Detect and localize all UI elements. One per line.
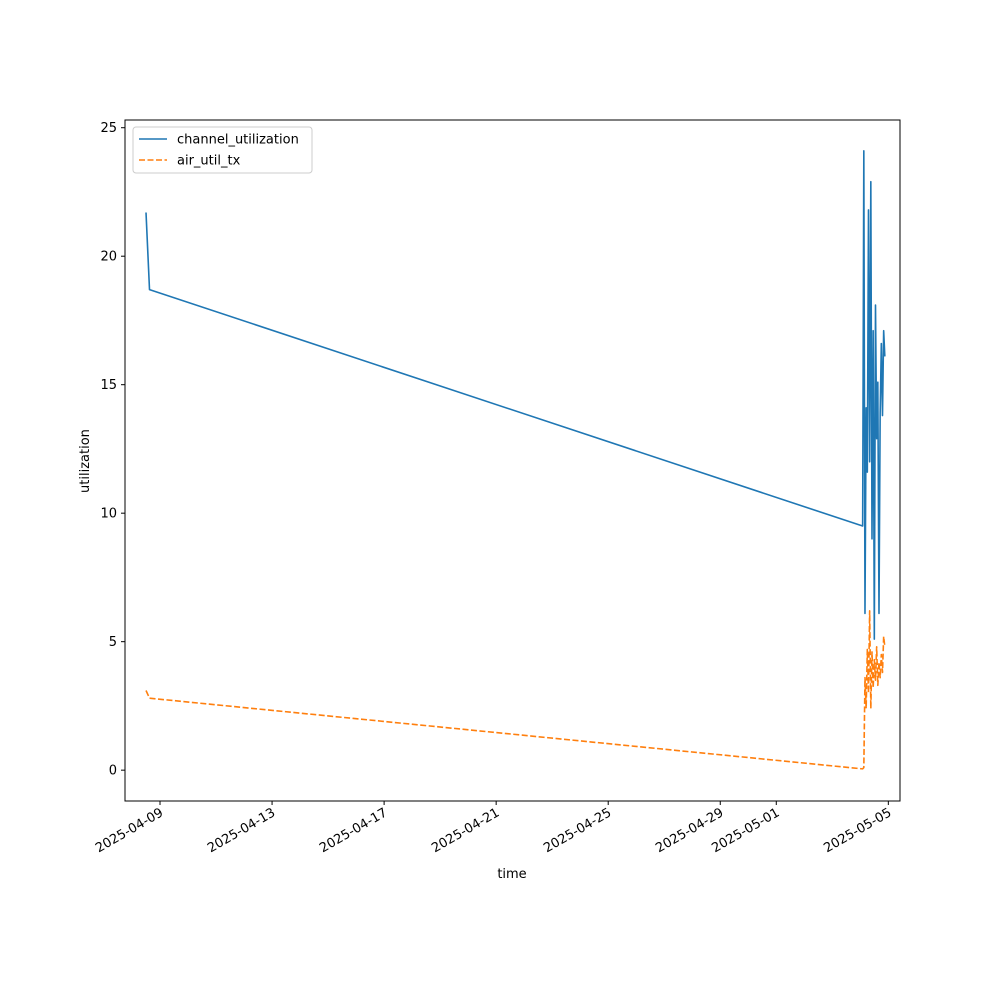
y-tick-label: 25: [100, 121, 117, 136]
y-axis-label: utilization: [78, 429, 93, 493]
x-tick-label: 2025-04-25: [541, 805, 614, 856]
x-axis-ticks: 2025-04-09 2025-04-13 2025-04-17 2025-04-21…: [93, 801, 894, 856]
x-tick-label: 2025-04-09: [93, 805, 166, 856]
y-tick-label: 10: [100, 507, 117, 522]
x-tick-label: 2025-05-05: [821, 805, 894, 856]
plot-area: [145, 150, 886, 770]
y-tick-label: 5: [109, 635, 117, 650]
x-tick-label: 2025-04-21: [429, 805, 502, 856]
legend-box: [132, 126, 313, 174]
y-tick-label: 20: [100, 250, 117, 265]
axes-frame: [124, 119, 901, 802]
x-tick-label: 2025-04-17: [317, 805, 390, 856]
y-axis-ticks: 0 5 10 15 20 25: [100, 121, 125, 779]
series-line-air-util-tx: [145, 610, 886, 770]
y-tick-label: 0: [109, 764, 117, 779]
y-tick-label: 15: [100, 378, 117, 393]
legend: channel_utilization air_util_tx: [132, 126, 313, 174]
series-line-channel-utilization: [145, 150, 886, 640]
x-axis-label: time: [497, 867, 526, 882]
legend-label-channel-utilization: channel_utilization: [177, 133, 299, 148]
legend-label-air-util-tx: air_util_tx: [177, 154, 241, 169]
x-tick-label: 2025-04-13: [205, 805, 278, 856]
